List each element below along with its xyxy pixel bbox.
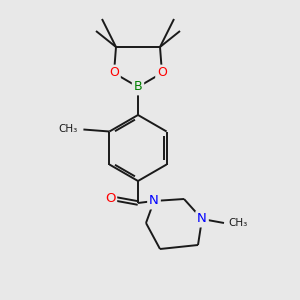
Text: CH₃: CH₃: [58, 124, 77, 134]
Text: B: B: [134, 80, 142, 94]
Text: CH₃: CH₃: [228, 218, 247, 228]
Text: O: O: [105, 193, 115, 206]
Text: N: N: [197, 212, 207, 226]
Text: O: O: [157, 67, 167, 80]
Text: O: O: [109, 67, 119, 80]
Text: N: N: [149, 194, 159, 208]
